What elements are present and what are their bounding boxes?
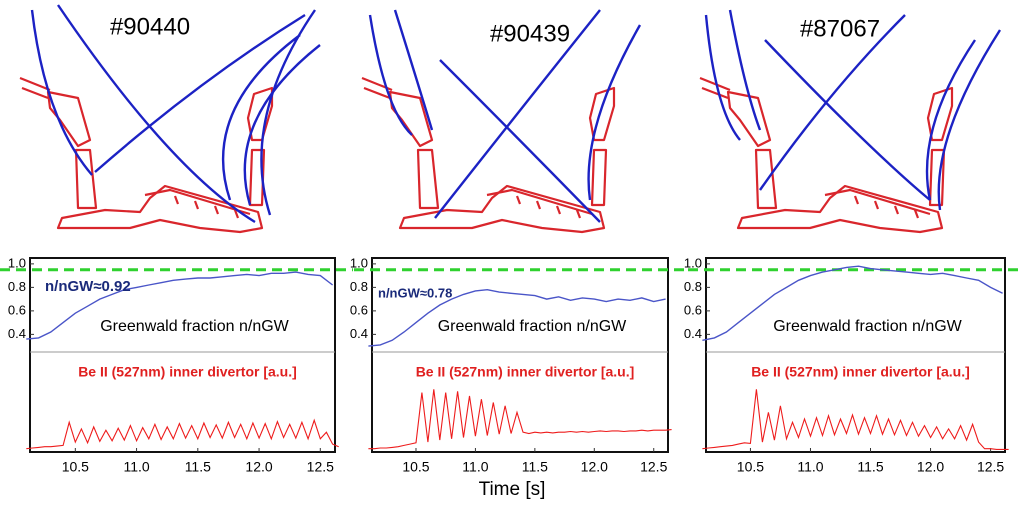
x-tick-label: 11.0 — [797, 459, 823, 475]
y-tick-label: 0.6 — [684, 302, 702, 317]
y-tick-label: 1.0 — [350, 255, 368, 270]
plot-label: Greenwald fraction n/nGW — [438, 318, 627, 335]
x-tick-label: 11.5 — [522, 459, 548, 475]
x-tick-label: 11.0 — [123, 459, 149, 475]
x-tick-label: 12.5 — [640, 459, 667, 475]
y-tick-label: 0.4 — [350, 326, 368, 341]
shot-title: #90440 — [110, 13, 190, 40]
y-tick-label: 0.8 — [684, 279, 702, 294]
y-tick-label: 0.8 — [8, 279, 26, 294]
panel-frame — [705, 257, 1006, 453]
y-tick-label: 0.8 — [350, 279, 368, 294]
plot-label: Be II (527nm) inner divertor [a.u.] — [416, 364, 635, 380]
plot-label: Be II (527nm) inner divertor [a.u.] — [78, 364, 297, 380]
x-axis-label: Time [s] — [479, 479, 546, 500]
y-tick-label: 0.6 — [350, 302, 368, 317]
x-tick-label: 12.0 — [581, 459, 608, 475]
shot-title: #87067 — [800, 15, 880, 42]
shot-title: #90439 — [490, 20, 570, 47]
data-line — [702, 265, 1003, 341]
data-line — [368, 389, 672, 450]
x-tick-label: 12.0 — [917, 459, 944, 475]
y-tick-label: 0.4 — [8, 326, 26, 341]
x-tick-label: 12.0 — [245, 459, 272, 475]
panel-frame — [29, 257, 336, 453]
y-tick-label: 1.0 — [684, 255, 702, 270]
divertor-geometry — [360, 9, 642, 234]
plot-label: Greenwald fraction n/nGW — [773, 318, 962, 335]
x-tick-label: 11.5 — [857, 459, 883, 475]
plot-label: Be II (527nm) inner divertor [a.u.] — [751, 364, 970, 380]
x-tick-label: 12.5 — [307, 459, 334, 475]
data-line — [26, 418, 339, 450]
plot-label: Greenwald fraction n/nGW — [100, 318, 289, 335]
x-tick-label: 11.0 — [462, 459, 488, 475]
annotation: n/nGW≈0.78 — [378, 285, 452, 300]
x-tick-label: 10.5 — [62, 459, 89, 475]
x-tick-label: 11.5 — [185, 459, 211, 475]
x-tick-label: 10.5 — [402, 459, 429, 475]
y-tick-label: 1.0 — [8, 255, 26, 270]
y-tick-label: 0.6 — [8, 302, 26, 317]
y-tick-label: 0.4 — [684, 326, 702, 341]
data-line — [26, 271, 334, 340]
data-line — [368, 288, 666, 347]
divertor-geometry — [18, 4, 321, 234]
data-line — [702, 389, 1009, 450]
x-tick-label: 12.5 — [977, 459, 1004, 475]
panel-frame — [371, 257, 669, 453]
divertor-geometry — [698, 9, 1002, 234]
annotation: n/nGW≈0.92 — [45, 278, 131, 295]
x-tick-label: 10.5 — [737, 459, 764, 475]
